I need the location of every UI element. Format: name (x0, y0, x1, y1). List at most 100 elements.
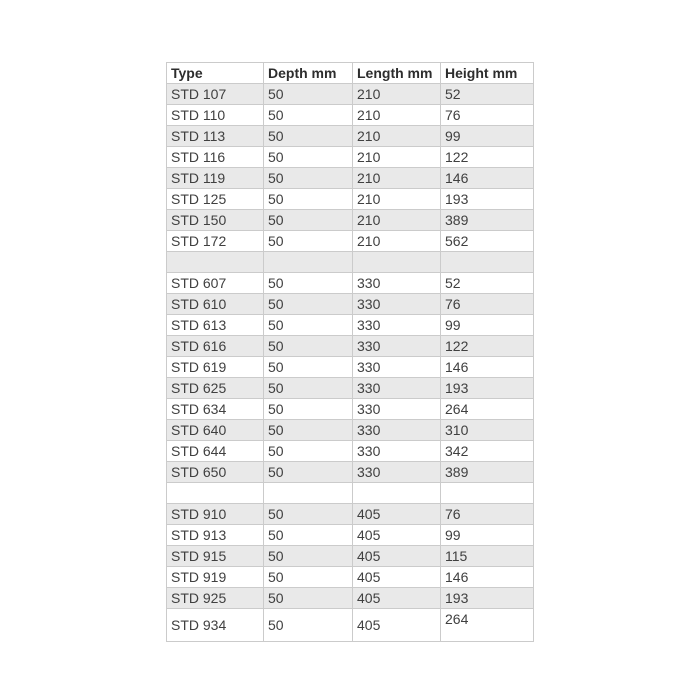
table-cell: 389 (440, 461, 534, 483)
table-cell: 193 (440, 188, 534, 210)
table-row: STD 644 50 330 342 (166, 440, 534, 462)
table-cell: 330 (352, 440, 441, 462)
table-cell: 330 (352, 419, 441, 441)
table-cell: 405 (352, 566, 441, 588)
table-cell: 50 (263, 146, 353, 168)
table-cell: 50 (263, 230, 353, 252)
table-cell: 50 (263, 524, 353, 546)
table-cell: 50 (263, 377, 353, 399)
table-cell: STD 913 (166, 524, 264, 546)
table-row: STD 915 50 405 115 (166, 545, 534, 567)
table-row: STD 625 50 330 193 (166, 377, 534, 399)
table-row: STD 150 50 210 389 (166, 209, 534, 231)
table-cell: 210 (352, 230, 441, 252)
table-cell: 310 (440, 419, 534, 441)
table-body: STD 107 50 210 52 STD 110 50 210 76 STD 113 50 210… (166, 83, 534, 642)
table-cell: STD 925 (166, 587, 264, 609)
column-header: Height mm (440, 62, 534, 84)
table-row: STD 640 50 330 310 (166, 419, 534, 441)
table-row: STD 107 50 210 52 (166, 83, 534, 105)
table-cell: 389 (440, 209, 534, 231)
table-cell: 50 (263, 440, 353, 462)
table-cell: 50 (263, 167, 353, 189)
table-cell: 50 (263, 104, 353, 126)
table-row: STD 619 50 330 146 (166, 356, 534, 378)
table-cell: 330 (352, 461, 441, 483)
table-row: STD 113 50 210 99 (166, 125, 534, 147)
table-cell: STD 610 (166, 293, 264, 315)
table-cell: 330 (352, 398, 441, 420)
table-cell: 50 (263, 545, 353, 567)
table-cell: 50 (263, 209, 353, 231)
column-header: Depth mm (263, 62, 353, 84)
table-row: STD 934 50 405 264 (166, 608, 534, 642)
table-cell: STD 110 (166, 104, 264, 126)
table-cell: STD 634 (166, 398, 264, 420)
table-cell: 50 (263, 188, 353, 210)
table-cell: STD 650 (166, 461, 264, 483)
table-cell: 405 (352, 545, 441, 567)
table-cell: 562 (440, 230, 534, 252)
table-cell: 76 (440, 503, 534, 525)
table-cell: 193 (440, 587, 534, 609)
table-cell: 146 (440, 356, 534, 378)
table-cell (440, 482, 534, 504)
table-cell: 146 (440, 566, 534, 588)
table-cell: STD 119 (166, 167, 264, 189)
table-cell: 50 (263, 125, 353, 147)
table-row: STD 925 50 405 193 (166, 587, 534, 609)
table-cell: 330 (352, 377, 441, 399)
table-cell: 122 (440, 335, 534, 357)
table-cell: 342 (440, 440, 534, 462)
table-cell: 193 (440, 377, 534, 399)
table-cell (166, 251, 264, 273)
table-cell: 50 (263, 503, 353, 525)
table-cell: 146 (440, 167, 534, 189)
table-cell: STD 113 (166, 125, 264, 147)
table-cell: 210 (352, 125, 441, 147)
table-spacer-row (166, 482, 534, 504)
table-cell: 264 (440, 608, 534, 642)
table-row: STD 616 50 330 122 (166, 335, 534, 357)
table-cell: 210 (352, 104, 441, 126)
column-header: Type (166, 62, 264, 84)
table-cell: 330 (352, 293, 441, 315)
table-cell: 76 (440, 293, 534, 315)
table-cell: 76 (440, 104, 534, 126)
table-header-row: Type Depth mm Length mm Height mm (166, 62, 534, 84)
table-cell: 50 (263, 293, 353, 315)
table-cell: STD 644 (166, 440, 264, 462)
table-cell (263, 251, 353, 273)
table-row: STD 610 50 330 76 (166, 293, 534, 315)
table-cell: 210 (352, 209, 441, 231)
table-row: STD 125 50 210 193 (166, 188, 534, 210)
table-row: STD 613 50 330 99 (166, 314, 534, 336)
table-cell: STD 625 (166, 377, 264, 399)
table-cell: 50 (263, 272, 353, 294)
table-cell: STD 116 (166, 146, 264, 168)
table-cell: 52 (440, 272, 534, 294)
table-cell: 210 (352, 146, 441, 168)
table-cell: STD 619 (166, 356, 264, 378)
table-row: STD 110 50 210 76 (166, 104, 534, 126)
table-cell: STD 919 (166, 566, 264, 588)
table-spacer-row (166, 251, 534, 273)
table-cell: STD 613 (166, 314, 264, 336)
table-cell (352, 251, 441, 273)
table-row: STD 913 50 405 99 (166, 524, 534, 546)
table-cell: 122 (440, 146, 534, 168)
table-cell: 405 (352, 608, 441, 642)
table-row: STD 919 50 405 146 (166, 566, 534, 588)
table-cell: STD 910 (166, 503, 264, 525)
table-cell (166, 482, 264, 504)
table-cell: 330 (352, 356, 441, 378)
table-cell: 50 (263, 398, 353, 420)
table-cell: 50 (263, 419, 353, 441)
table-cell: 330 (352, 272, 441, 294)
table-cell: STD 616 (166, 335, 264, 357)
table-cell: 52 (440, 83, 534, 105)
table-cell: 50 (263, 356, 353, 378)
table-row: STD 910 50 405 76 (166, 503, 534, 525)
table-cell: STD 150 (166, 209, 264, 231)
